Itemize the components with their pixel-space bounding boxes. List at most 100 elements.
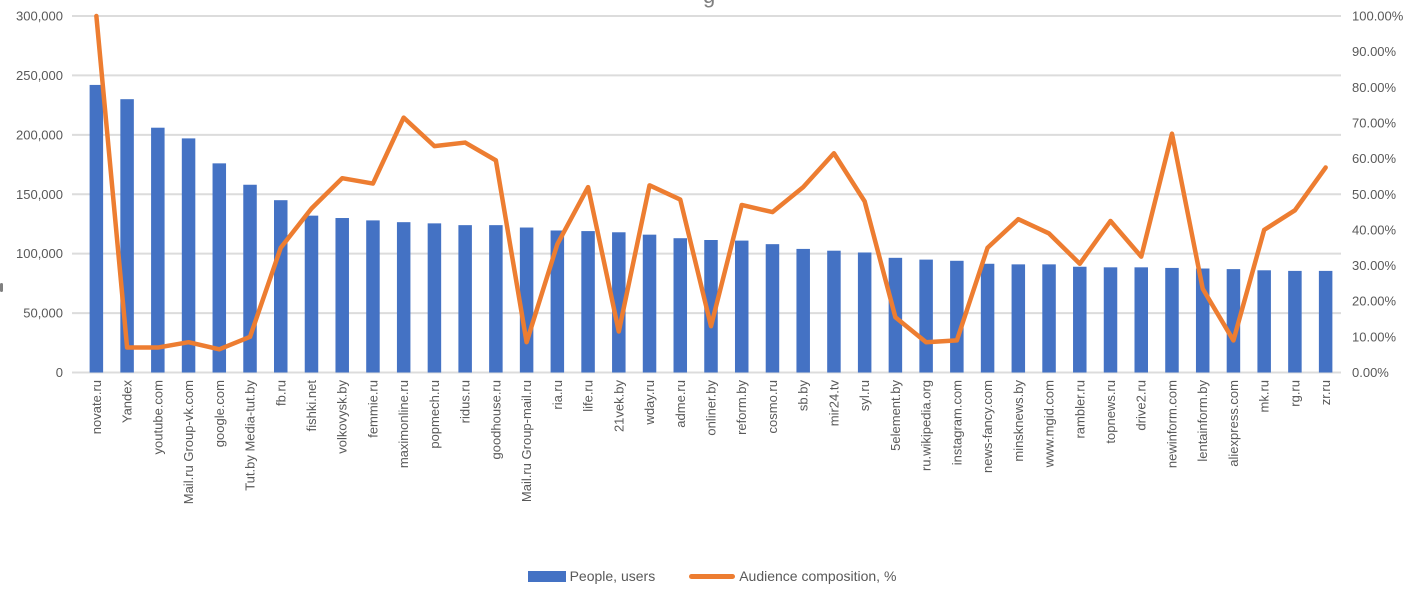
x-axis-label-fb.ru: fb.ru bbox=[273, 380, 288, 406]
bar-mk.ru bbox=[1257, 270, 1271, 373]
bar-Mail.ru Group-mail.ru bbox=[519, 227, 534, 373]
x-axis-label-Tut.by Media-tut.by: Tut.by Media-tut.by bbox=[243, 380, 258, 491]
y-axis-title-fragment bbox=[0, 283, 3, 292]
x-axis-label-google.com: google.com bbox=[212, 380, 227, 447]
x-axis-label-topnews.ru: topnews.ru bbox=[1103, 380, 1118, 444]
legend-label-people: People, users bbox=[569, 568, 656, 584]
bar-cosmo.ru bbox=[765, 244, 780, 373]
y-axis-right-tick-label: 60.00% bbox=[1352, 151, 1397, 166]
legend-label-audience: Audience composition, % bbox=[739, 568, 897, 584]
x-axis-label-rg.ru: rg.ru bbox=[1287, 380, 1302, 407]
x-axis-label-ridus.ru: ridus.ru bbox=[458, 380, 473, 423]
bar-goodhouse.ru bbox=[489, 225, 503, 373]
x-axis-label-Mail.ru Group-vk.com: Mail.ru Group-vk.com bbox=[181, 380, 196, 504]
y-axis-right-tick-label: 100.00% bbox=[1352, 9, 1404, 24]
y-axis-left-tick-label: 150,000 bbox=[16, 187, 63, 202]
bar-fb.ru bbox=[274, 200, 288, 373]
bar-ru.wikipedia.org bbox=[919, 259, 933, 373]
bar-aliexpress.com bbox=[1226, 269, 1241, 373]
bar-maximonline.ru bbox=[396, 222, 411, 373]
bar-mir24.tv bbox=[827, 250, 841, 373]
bar-reform.by bbox=[734, 240, 749, 373]
y-axis-right-tick-label: 90.00% bbox=[1352, 44, 1397, 59]
y-axis-left-tick-label: 50,000 bbox=[23, 306, 63, 321]
bar-21vek.by bbox=[612, 232, 626, 373]
y-axis-right-tick-label: 20.00% bbox=[1352, 294, 1397, 309]
x-axis-label-ria.ru: ria.ru bbox=[550, 380, 565, 410]
bar-newinform.com bbox=[1165, 267, 1179, 373]
y-axis-left-tick-label: 100,000 bbox=[16, 246, 63, 261]
bar-Tut.by Media-tut.by bbox=[243, 184, 257, 373]
x-axis-label-syl.ru: syl.ru bbox=[857, 380, 872, 411]
bar-zr.ru bbox=[1318, 270, 1333, 373]
x-axis-label-Mail.ru Group-mail.ru: Mail.ru Group-mail.ru bbox=[519, 380, 534, 502]
x-axis-label-wday.ru: wday.ru bbox=[642, 380, 657, 426]
bar-news-fancy.com bbox=[980, 263, 995, 373]
bar-sb.by bbox=[796, 248, 810, 373]
x-axis-label-mk.ru: mk.ru bbox=[1257, 380, 1272, 413]
legend-item-people: People, users bbox=[527, 568, 656, 584]
bar-femmie.ru bbox=[366, 220, 380, 373]
x-axis-label-life.ru: life.ru bbox=[581, 380, 596, 412]
x-axis-label-volkovysk.by: volkovysk.by bbox=[335, 380, 350, 454]
x-axis-label-lentainform.by: lentainform.by bbox=[1195, 380, 1210, 462]
bar-volkovysk.by bbox=[335, 218, 349, 373]
x-axis-label-femmie.ru: femmie.ru bbox=[365, 380, 380, 438]
x-axis-label-5element.by: 5element.by bbox=[888, 380, 903, 451]
x-axis-label-mir24.tv: mir24.tv bbox=[826, 380, 841, 427]
bar-ria.ru bbox=[550, 230, 565, 373]
x-axis-label-reform.by: reform.by bbox=[734, 380, 749, 435]
y-axis-right-tick-label: 40.00% bbox=[1352, 222, 1397, 237]
x-axis-label-goodhouse.ru: goodhouse.ru bbox=[488, 380, 503, 460]
bar-adme.ru bbox=[673, 238, 688, 373]
bar-google.com bbox=[212, 163, 227, 373]
legend-bar-swatch-icon bbox=[527, 570, 566, 582]
bar-life.ru bbox=[581, 231, 595, 373]
bar-wday.ru bbox=[642, 234, 657, 373]
bar-www.mgid.com bbox=[1042, 264, 1056, 373]
bar-syl.ru bbox=[857, 252, 872, 373]
x-axis-label-adme.ru: adme.ru bbox=[673, 380, 688, 428]
y-axis-right-tick-label: 30.00% bbox=[1352, 258, 1397, 273]
x-axis-label-novate.ru: novate.ru bbox=[89, 380, 104, 434]
x-axis-label-fishki.net: fishki.net bbox=[304, 380, 319, 432]
x-axis-label-zr.ru: zr.ru bbox=[1318, 380, 1333, 405]
legend-item-audience: Audience composition, % bbox=[689, 568, 896, 584]
y-axis-left-tick-label: 0 bbox=[56, 365, 63, 380]
y-axis-right-tick-label: 10.00% bbox=[1352, 329, 1397, 344]
x-axis-label-Yandex: Yandex bbox=[120, 380, 135, 424]
x-axis-label-instagram.com: instagram.com bbox=[949, 380, 964, 465]
y-axis-left-tick-label: 300,000 bbox=[16, 9, 63, 24]
y-axis-right-tick-label: 0.00% bbox=[1352, 365, 1389, 380]
x-axis-label-cosmo.ru: cosmo.ru bbox=[765, 380, 780, 433]
x-axis-label-maximonline.ru: maximonline.ru bbox=[396, 380, 411, 468]
bar-popmech.ru bbox=[427, 223, 442, 373]
bar-novate.ru bbox=[89, 84, 104, 373]
y-axis-right-tick-label: 70.00% bbox=[1352, 115, 1397, 130]
x-axis-label-popmech.ru: popmech.ru bbox=[427, 380, 442, 449]
line-series-audience-composition bbox=[94, 13, 1328, 352]
bar-minsknews.by bbox=[1011, 264, 1026, 373]
x-axis-label-21vek.by: 21vek.by bbox=[611, 380, 626, 433]
bar-instagram.com bbox=[950, 260, 964, 373]
legend: People, users Audience composition, % bbox=[0, 563, 1424, 589]
x-axis-label-aliexpress.com: aliexpress.com bbox=[1226, 380, 1241, 467]
y-axis-left-tick-label: 200,000 bbox=[16, 127, 63, 142]
x-axis-label-news-fancy.com: news-fancy.com bbox=[980, 380, 995, 473]
x-axis-label-sb.by: sb.by bbox=[796, 380, 811, 412]
x-axis-label-drive2.ru: drive2.ru bbox=[1134, 380, 1149, 431]
bar-Mail.ru Group-vk.com bbox=[181, 138, 196, 373]
x-axis-label-ru.wikipedia.org: ru.wikipedia.org bbox=[919, 380, 934, 471]
x-axis-label-minsknews.by: minsknews.by bbox=[1011, 380, 1026, 462]
x-axis-label-onliner.by: onliner.by bbox=[704, 380, 719, 436]
y-axis-left-tick-label: 250,000 bbox=[16, 68, 63, 83]
y-axis-right-tick-label: 80.00% bbox=[1352, 80, 1397, 95]
x-axis-label-newinform.com: newinform.com bbox=[1164, 380, 1179, 468]
bar-onliner.by bbox=[704, 240, 718, 373]
bar-rambler.ru bbox=[1073, 266, 1087, 373]
bar-topnews.ru bbox=[1103, 267, 1118, 373]
x-axis-label-youtube.com: youtube.com bbox=[150, 380, 165, 454]
y-axis-right-tick-label: 50.00% bbox=[1352, 187, 1397, 202]
